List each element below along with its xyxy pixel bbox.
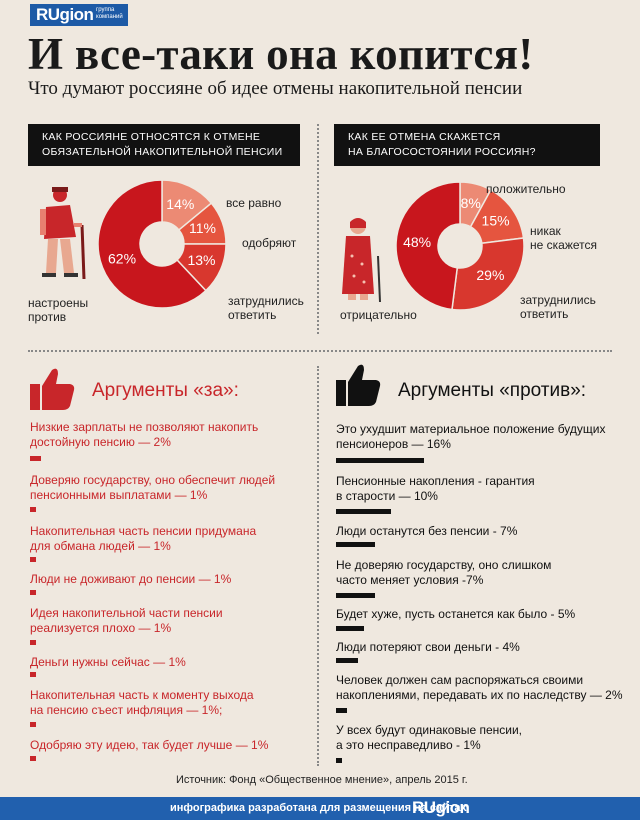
pro-item-2: Доверяю государству, оно обеспечит людей… [30,473,276,502]
donut-chart-attitude: 14% 11% 13% 62% [97,179,227,309]
thumbs-up-red-icon [30,368,75,410]
pro-item-6: Деньги нужны сейчас — 1% [30,655,186,669]
label-negative: отрицательно [340,308,417,322]
brand-name: RUgion [36,5,94,24]
left-question-line2: ОБЯЗАТЕЛЬНОЙ НАКОПИТЕЛЬНОЙ ПЕНСИИ [42,146,283,158]
old-woman-icon [342,218,381,303]
con-item-5: Будет хуже, пусть останется как было - 5… [336,607,576,621]
footer-brand: RUgion [412,798,470,817]
label-undecided-right-2: ответить [520,307,569,321]
panel-divider [317,124,319,334]
pro-item-5: Идея накопительной части пенсии реализует… [30,606,223,635]
con-item-4: Не доверяю государству, оно слишком часто… [336,558,552,587]
label-none-1: никак [530,224,561,238]
con-item-6: Люди потеряют свои деньги - 4% [336,640,520,654]
pro-bar-3 [30,557,36,562]
right-question: КАК ЕЕ ОТМЕНА СКАЖЕТСЯ НА БЛАГОСОСТОЯНИИ … [334,124,600,166]
welfare-slice-4 [395,181,461,311]
footer-text: инфографика разработана для размещения н… [170,802,467,814]
con-item-7: Человек должен сам распоряжаться своими н… [336,673,623,702]
pro-item-3: Накопительная часть пенсии придумана для … [30,524,257,553]
label-approve: одобряют [242,236,297,250]
attitude-slice-label-4: 62% [108,251,136,267]
pro-item-8: Одобряю эту идею, так будет лучше — 1% [30,738,269,752]
con-bar-1 [336,458,424,463]
label-undecided-2: ответить [228,308,277,322]
left-question-line1: КАК РОССИЯНЕ ОТНОСЯТСЯ К ОТМЕНЕ [42,131,261,143]
label-none-2: не скажется [530,238,597,252]
old-man-icon [40,187,86,280]
section-divider [28,350,612,352]
con-heading: Аргументы «против»: [398,380,587,401]
welfare-slice-label-3: 29% [476,267,504,283]
pro-item-7: Накопительная часть к моменту выхода на п… [30,688,254,717]
pro-bar-4 [30,590,36,595]
page-title: И все-таки она копится! [28,29,534,79]
con-item-3: Люди останутся без пенсии - 7% [336,524,518,538]
brand-tagline: группа компаний [96,7,123,20]
con-bar-6 [336,658,358,663]
left-question: КАК РОССИЯНЕ ОТНОСЯТСЯ К ОТМЕНЕ ОБЯЗАТЕЛЬ… [28,124,300,166]
con-bar-5 [336,626,364,631]
brand-logo: RUgion группа компаний [30,4,128,26]
con-bar-3 [336,542,375,547]
pro-bar-8 [30,756,36,761]
attitude-slice-label-1: 14% [166,196,194,212]
con-item-8: У всех будут одинаковые пенсии, а это нес… [336,723,523,752]
label-positive: положительно [486,182,566,196]
donut-chart-welfare: 8%15% 29% 48% [395,181,525,311]
pro-bar-7 [30,722,36,727]
label-undecided-right-1: затруднились [520,293,596,307]
welfare-slice-label-1: 8% [461,195,481,211]
source-note: Источник: Фонд «Общественное мнение», ап… [176,774,468,786]
con-bar-8 [336,758,342,763]
arguments-divider [317,366,319,766]
pro-heading: Аргументы «за»: [92,380,239,401]
attitude-slice-label-2: 11% [189,220,216,236]
thumbs-up-black-icon [336,364,381,406]
welfare-slice-3 [451,237,525,311]
pro-bar-1 [30,456,41,461]
page-subtitle: Что думают россияне об идее отмены накоп… [28,78,523,99]
con-item-1: Это ухудшит материальное положение будущ… [336,422,606,451]
label-indifferent: все равно [226,196,282,210]
attitude-slice-4 [97,179,207,309]
footer-bar: инфографика разработана для размещения н… [0,797,640,820]
con-bar-7 [336,708,347,713]
pro-bar-6 [30,672,36,677]
pro-item-4: Люди не доживают до пенсии — 1% [30,572,232,586]
con-bar-4 [336,593,375,598]
label-against-2: против [28,310,67,324]
label-undecided-1: затруднились [228,294,304,308]
con-bar-2 [336,509,391,514]
pro-bar-5 [30,640,36,645]
right-question-line2: НА БЛАГОСОСТОЯНИИ РОССИЯН? [348,146,536,158]
welfare-slice-label-2: 15% [482,213,510,229]
welfare-slice-label-4: 48% [403,234,431,250]
attitude-slice-label-3: 13% [187,252,215,268]
con-item-2: Пенсионные накопления - гарантия в старос… [336,474,535,503]
label-against-1: настроены [28,296,89,310]
right-question-line1: КАК ЕЕ ОТМЕНА СКАЖЕТСЯ [348,131,501,143]
pro-item-1: Низкие зарплаты не позволяют накопить дос… [30,420,259,449]
pro-bar-2 [30,507,36,512]
